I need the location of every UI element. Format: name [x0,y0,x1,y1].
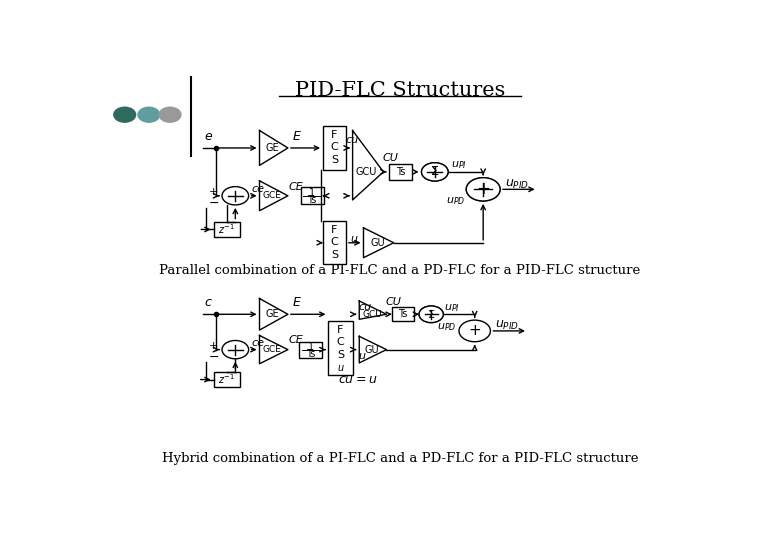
Circle shape [466,178,500,201]
Text: F: F [332,130,338,140]
Text: CE: CE [289,335,303,346]
Text: C: C [331,142,339,152]
Circle shape [466,178,500,201]
Text: F: F [337,326,344,335]
Text: GCE: GCE [263,191,282,200]
Text: $z^{-1}$: $z^{-1}$ [218,373,236,387]
Text: GCU: GCU [356,167,378,177]
Text: GCU: GCU [362,310,382,319]
Text: e: e [204,130,212,143]
Text: $u_{PI}$: $u_{PI}$ [445,302,460,314]
FancyBboxPatch shape [323,126,346,170]
Text: ce: ce [251,338,264,348]
FancyBboxPatch shape [300,342,322,357]
Circle shape [138,107,160,122]
Text: C: C [337,338,345,347]
Circle shape [159,107,181,122]
Text: Ts: Ts [307,195,317,205]
FancyBboxPatch shape [300,187,324,204]
Text: u: u [359,352,366,361]
FancyBboxPatch shape [389,164,413,180]
Text: $\Sigma$: $\Sigma$ [431,165,439,178]
Text: E: E [293,296,301,309]
Circle shape [222,187,249,205]
Text: F: F [332,225,338,235]
Circle shape [222,341,249,359]
Circle shape [419,306,443,322]
Text: E: E [293,130,301,143]
FancyBboxPatch shape [323,221,346,265]
Text: $u_{PD}$: $u_{PD}$ [438,322,456,334]
Text: $u_{PD}$: $u_{PD}$ [445,195,465,207]
Text: GE: GE [265,143,279,153]
Text: +: + [209,187,218,198]
Text: Parallel combination of a PI-FLC and a PD-FLC for a PID-FLC structure: Parallel combination of a PI-FLC and a P… [159,264,640,277]
Circle shape [421,163,448,181]
Text: $\Sigma$: $\Sigma$ [427,308,435,320]
Text: c: c [204,296,211,309]
Text: GU: GU [370,238,385,248]
FancyBboxPatch shape [214,372,240,387]
Text: $cu = u$: $cu = u$ [338,373,378,386]
Text: $\Sigma$: $\Sigma$ [431,165,439,178]
Circle shape [419,306,443,322]
Text: S: S [331,155,338,165]
Circle shape [421,163,448,181]
Circle shape [459,320,491,342]
FancyBboxPatch shape [328,321,353,375]
Circle shape [114,107,136,122]
Text: $u_{PID}$: $u_{PID}$ [505,178,529,191]
FancyBboxPatch shape [392,307,413,321]
Text: −: − [209,350,220,363]
Text: S: S [337,349,344,360]
Text: S: S [331,250,338,260]
Text: u: u [338,363,343,373]
Text: ce: ce [251,184,264,194]
Text: 1: 1 [308,342,314,352]
Text: +: + [477,180,490,198]
Text: Ts: Ts [307,349,316,359]
Text: 1: 1 [309,188,315,198]
Text: $u_{PID}$: $u_{PID}$ [495,319,519,333]
Text: −: − [209,197,220,210]
Text: cu: cu [346,134,359,145]
Text: PID-FLC Structures: PID-FLC Structures [295,80,505,99]
Text: Ts: Ts [398,309,407,319]
FancyBboxPatch shape [214,221,240,238]
Text: CU: CU [383,153,399,163]
Text: +: + [209,341,218,352]
Text: GE: GE [265,309,279,319]
Text: +: + [468,323,481,339]
Text: cu: cu [359,302,372,312]
Text: Ts: Ts [396,167,406,177]
Text: $z^{-1}$: $z^{-1}$ [218,222,236,237]
Text: CE: CE [289,181,303,192]
Text: u: u [351,234,358,245]
Text: GCE: GCE [263,345,282,354]
Text: GU: GU [364,345,379,355]
Text: $u_{PI}$: $u_{PI}$ [451,159,466,171]
Text: CU: CU [386,297,402,307]
Text: C: C [331,237,339,247]
Text: Hybrid combination of a PI-FLC and a PD-FLC for a PID-FLC structure: Hybrid combination of a PI-FLC and a PD-… [161,453,638,465]
